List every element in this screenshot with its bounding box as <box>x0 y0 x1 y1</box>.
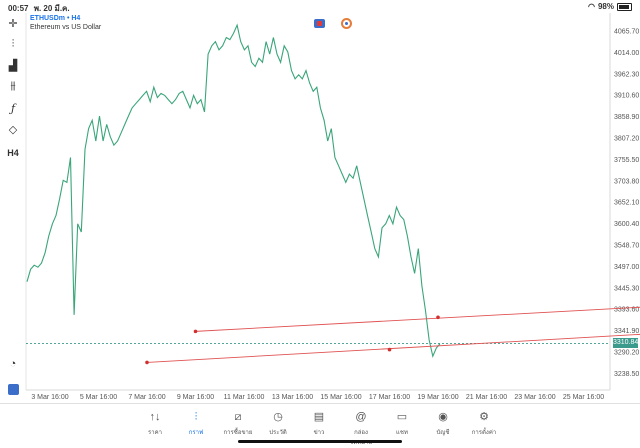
history-icon: ◷ <box>260 410 296 424</box>
trendline[interactable] <box>196 302 640 331</box>
price-series-line <box>27 25 440 356</box>
trendline[interactable] <box>147 329 640 362</box>
y-axis-label: 3290.20 <box>614 350 639 357</box>
price-chart[interactable]: 4065.70 4014.00 3962.30 3910.60 3858.90 3807.… <box>0 0 640 403</box>
x-axis-label: 13 Mar 16:00 <box>272 394 313 401</box>
y-axis-label: 3600.40 <box>614 221 639 228</box>
trendline-handle[interactable] <box>145 361 149 365</box>
tab-news[interactable]: ▤ข่าว <box>301 410 337 437</box>
home-indicator <box>238 440 402 443</box>
y-axis-label: 3548.70 <box>614 243 639 250</box>
x-axis-label: 19 Mar 16:00 <box>417 394 458 401</box>
x-axis-labels: 3 Mar 16:00 5 Mar 16:00 7 Mar 16:00 9 Mar 1… <box>31 394 604 401</box>
tab-settings[interactable]: ⚙การตั้งค่า <box>466 410 502 437</box>
account-icon: ◉ <box>425 410 461 424</box>
chat-icon: ▭ <box>384 410 420 424</box>
tab-account[interactable]: ◉บัญชี <box>425 410 461 437</box>
y-axis-label: 3652.10 <box>614 200 639 207</box>
tab-history[interactable]: ◷ประวัติ <box>260 410 296 437</box>
y-axis-label: 3238.50 <box>614 371 639 378</box>
y-axis-label: 3445.30 <box>614 285 639 292</box>
tab-chart[interactable]: ⫶กราฟ <box>178 410 214 437</box>
trendlines[interactable] <box>145 301 640 365</box>
at-sign-icon: @ <box>343 410 379 424</box>
x-axis-label: 5 Mar 16:00 <box>80 394 117 401</box>
candlestick-icon: ⫶ <box>178 410 214 424</box>
current-price-tag: 3310.84 <box>613 338 638 348</box>
x-axis-label: 9 Mar 16:00 <box>177 394 214 401</box>
y-axis-label: 3807.20 <box>614 136 639 143</box>
x-axis-label: 3 Mar 16:00 <box>31 394 68 401</box>
tab-chat[interactable]: ▭แชท <box>384 410 420 437</box>
trendline-handle[interactable] <box>194 330 198 334</box>
y-axis-label: 3703.80 <box>614 178 639 185</box>
trade-chart-icon: ⧄ <box>220 410 256 424</box>
x-axis-label: 17 Mar 16:00 <box>369 394 410 401</box>
x-axis-label: 15 Mar 16:00 <box>320 394 361 401</box>
x-axis-label: 7 Mar 16:00 <box>128 394 165 401</box>
y-axis-label: 3962.30 <box>614 71 639 78</box>
y-axis-label: 4014.00 <box>614 50 639 57</box>
trendline-handle[interactable] <box>388 348 392 352</box>
y-axis-label: 3755.50 <box>614 157 639 164</box>
x-axis-label: 23 Mar 16:00 <box>514 394 555 401</box>
x-axis-label: 21 Mar 16:00 <box>466 394 507 401</box>
tab-trade[interactable]: ⧄การซื้อขาย <box>220 410 256 437</box>
y-axis-label: 3858.90 <box>614 114 639 121</box>
tab-quotes[interactable]: ↑↓ราคา <box>137 410 173 437</box>
y-axis-label: 3341.90 <box>614 328 639 335</box>
arrows-updown-icon: ↑↓ <box>137 410 173 424</box>
y-axis-labels: 4065.70 4014.00 3962.30 3910.60 3858.90 3807.… <box>614 29 639 378</box>
x-axis-label: 11 Mar 16:00 <box>224 394 265 401</box>
gear-icon: ⚙ <box>466 410 502 424</box>
y-axis-label: 4065.70 <box>614 29 639 36</box>
news-icon: ▤ <box>301 410 337 424</box>
y-axis-label: 3910.60 <box>614 93 639 100</box>
y-axis-label: 3497.00 <box>614 264 639 271</box>
x-axis-label: 25 Mar 16:00 <box>563 394 604 401</box>
trendline-handle[interactable] <box>436 316 440 320</box>
